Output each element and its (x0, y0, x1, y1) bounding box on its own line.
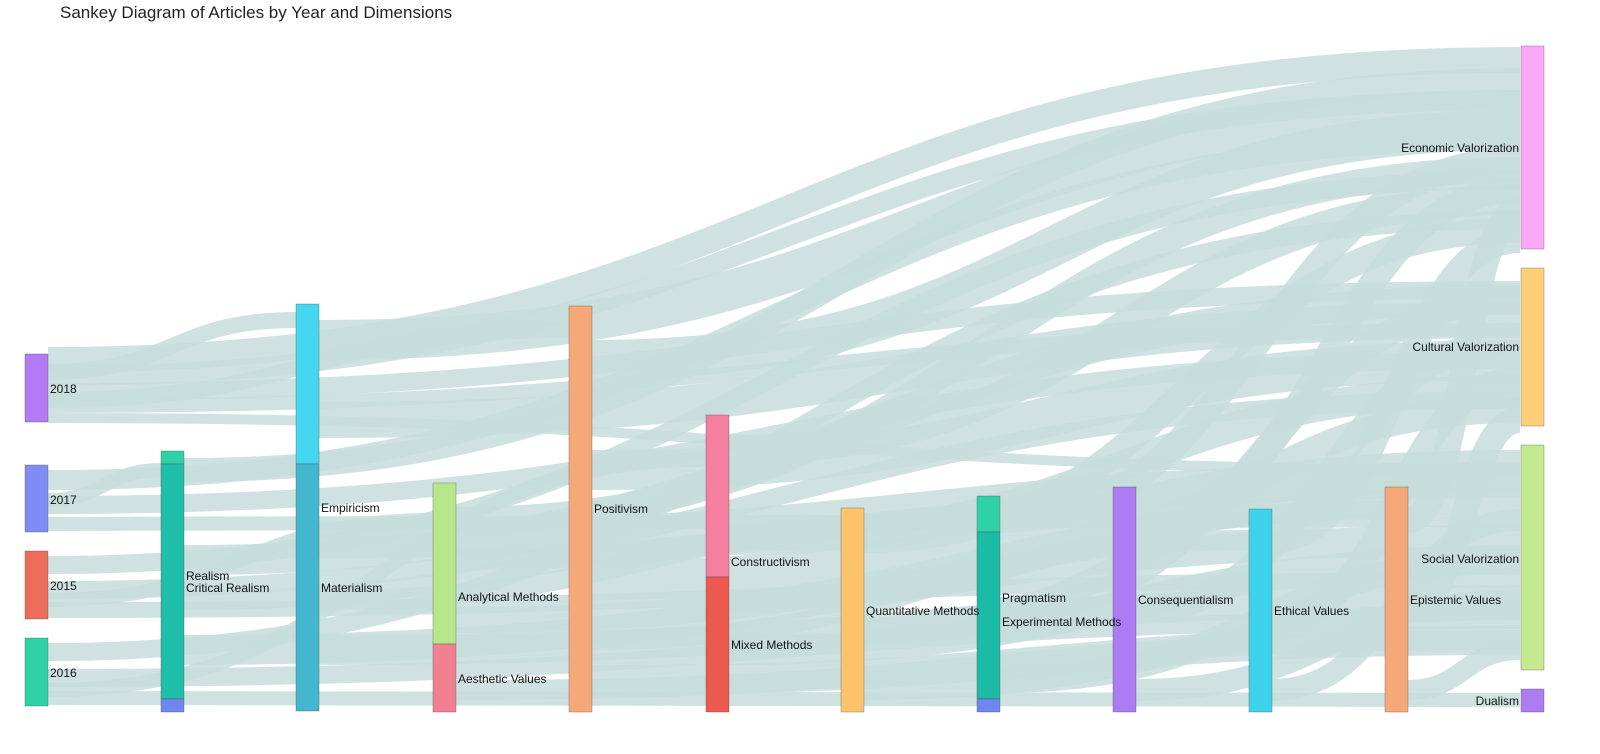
node-2018[interactable] (24, 353, 49, 423)
node-label-epistemic-values: Epistemic Values (1410, 593, 1501, 607)
sankey-link (318, 302, 1521, 438)
sankey-nodes (24, 45, 1545, 713)
node-mixed-methods[interactable] (705, 576, 730, 713)
node-2016[interactable] (24, 637, 49, 707)
sankey-link (1135, 177, 1521, 533)
sankey-link (1405, 407, 1523, 623)
node-label-economic-valorization: Economic Valorization (1401, 141, 1519, 155)
node-label-aesthetic-values: Aesthetic Values (458, 672, 547, 686)
sankey-link (47, 691, 1521, 707)
node-realism[interactable] (160, 450, 185, 465)
node-label-consequentialism: Consequentialism (1138, 593, 1233, 607)
chart-title: Sankey Diagram of Articles by Year and D… (60, 3, 453, 22)
node-pragmatism[interactable] (976, 495, 1001, 533)
node-critical-realism-2[interactable] (160, 698, 185, 713)
sankey-link (47, 312, 297, 380)
sankey-link (999, 147, 1521, 533)
node-epistemic-values[interactable] (1384, 486, 1409, 713)
node-constructivism[interactable] (705, 414, 730, 578)
node-consequentialism[interactable] (1112, 486, 1137, 713)
node-label-empiricism: Empiricism (321, 501, 380, 515)
node-label-ethical-values: Ethical Values (1274, 604, 1349, 618)
node-materialism[interactable] (295, 463, 320, 712)
node-2017[interactable] (24, 464, 49, 533)
node-label-cultural-valorization: Cultural Valorization (1413, 340, 1520, 354)
node-quantitative-methods[interactable] (840, 507, 865, 713)
node-label-constructivism: Constructivism (731, 555, 810, 569)
node-label-critical-realism: Critical Realism (186, 581, 269, 595)
node-label-social-valorization: Social Valorization (1421, 552, 1519, 566)
node-label-analytical-methods: Analytical Methods (458, 590, 559, 604)
sankey-link (47, 513, 434, 607)
node-label-realism: Realism (186, 569, 229, 583)
node-label-dualism: Dualism (1476, 694, 1519, 708)
node-critical-realism[interactable] (160, 463, 185, 700)
sankey-link (183, 68, 1521, 482)
node-label-2018: 2018 (50, 382, 77, 396)
node-empiricism[interactable] (295, 303, 320, 465)
sankey-link (1404, 197, 1524, 533)
node-label-mixed-methods: Mixed Methods (731, 638, 812, 652)
sankey-link (1135, 327, 1521, 623)
sankey-link (591, 110, 1521, 380)
node-2015[interactable] (24, 550, 49, 620)
node-aesthetic-values[interactable] (432, 643, 457, 713)
node-dualism[interactable] (1520, 688, 1545, 713)
node-ethical-values[interactable] (1248, 508, 1273, 713)
node-experimental-methods[interactable] (976, 531, 1001, 700)
node-label-positivism: Positivism (594, 502, 648, 516)
node-social-valorization[interactable] (1520, 444, 1545, 671)
sankey-link (1135, 589, 1521, 701)
node-positivism[interactable] (568, 305, 593, 713)
sankey-link (1407, 640, 1521, 700)
node-analytical-methods[interactable] (432, 482, 457, 645)
node-label-experimental-methods: Experimental Methods (1002, 615, 1121, 629)
node-label-quantitative-methods: Quantitative Methods (866, 604, 979, 618)
node-economic-valorization[interactable] (1520, 45, 1545, 250)
node-cultural-valorization[interactable] (1520, 267, 1545, 427)
node-label-2015: 2015 (50, 579, 77, 593)
sankey-link (47, 463, 162, 507)
sankey-links (47, 47, 1524, 707)
node-label-2017: 2017 (50, 493, 77, 507)
node-label-materialism: Materialism (321, 581, 382, 595)
node-label-2016: 2016 (50, 666, 77, 680)
node-label-pragmatism: Pragmatism (1002, 591, 1066, 605)
sankey-link (455, 157, 1521, 533)
node-experimental-methods-2[interactable] (976, 698, 1001, 713)
